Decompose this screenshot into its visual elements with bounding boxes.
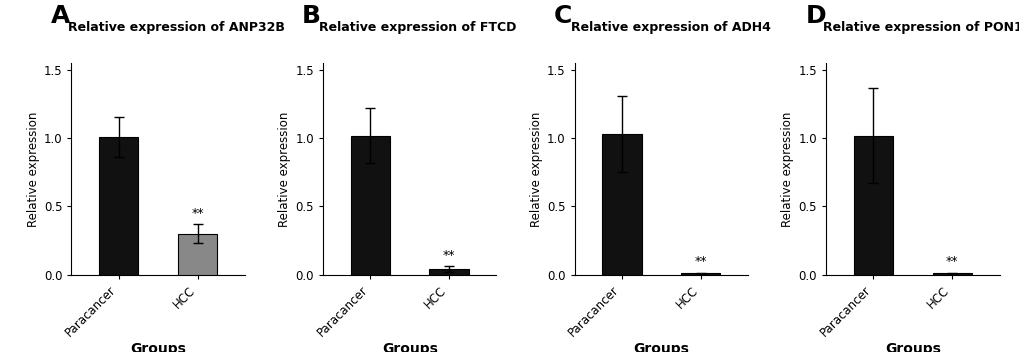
Bar <box>351 136 389 275</box>
Text: Relative expression of PON1: Relative expression of PON1 <box>822 21 1019 34</box>
Y-axis label: Relative expression: Relative expression <box>781 111 794 227</box>
Bar <box>681 273 719 275</box>
Text: Relative expression of FTCD: Relative expression of FTCD <box>319 21 517 34</box>
Text: D: D <box>804 4 825 28</box>
Text: Relative expression of ANP32B: Relative expression of ANP32B <box>68 21 284 34</box>
Text: A: A <box>51 4 70 28</box>
Y-axis label: Relative expression: Relative expression <box>26 111 40 227</box>
X-axis label: Groups: Groups <box>633 342 689 352</box>
X-axis label: Groups: Groups <box>884 342 940 352</box>
Bar <box>853 136 893 275</box>
X-axis label: Groups: Groups <box>381 342 437 352</box>
Bar <box>931 273 971 275</box>
Text: **: ** <box>192 207 204 220</box>
Y-axis label: Relative expression: Relative expression <box>529 111 542 227</box>
Bar <box>429 269 469 275</box>
Bar <box>99 137 139 275</box>
Bar <box>177 234 217 275</box>
Y-axis label: Relative expression: Relative expression <box>278 111 290 227</box>
Text: C: C <box>553 4 572 28</box>
Text: **: ** <box>694 256 706 269</box>
X-axis label: Groups: Groups <box>130 342 185 352</box>
Text: **: ** <box>945 256 958 269</box>
Bar <box>601 134 641 275</box>
Text: **: ** <box>442 249 454 262</box>
Text: Relative expression of ADH4: Relative expression of ADH4 <box>571 21 770 34</box>
Text: B: B <box>302 4 321 28</box>
